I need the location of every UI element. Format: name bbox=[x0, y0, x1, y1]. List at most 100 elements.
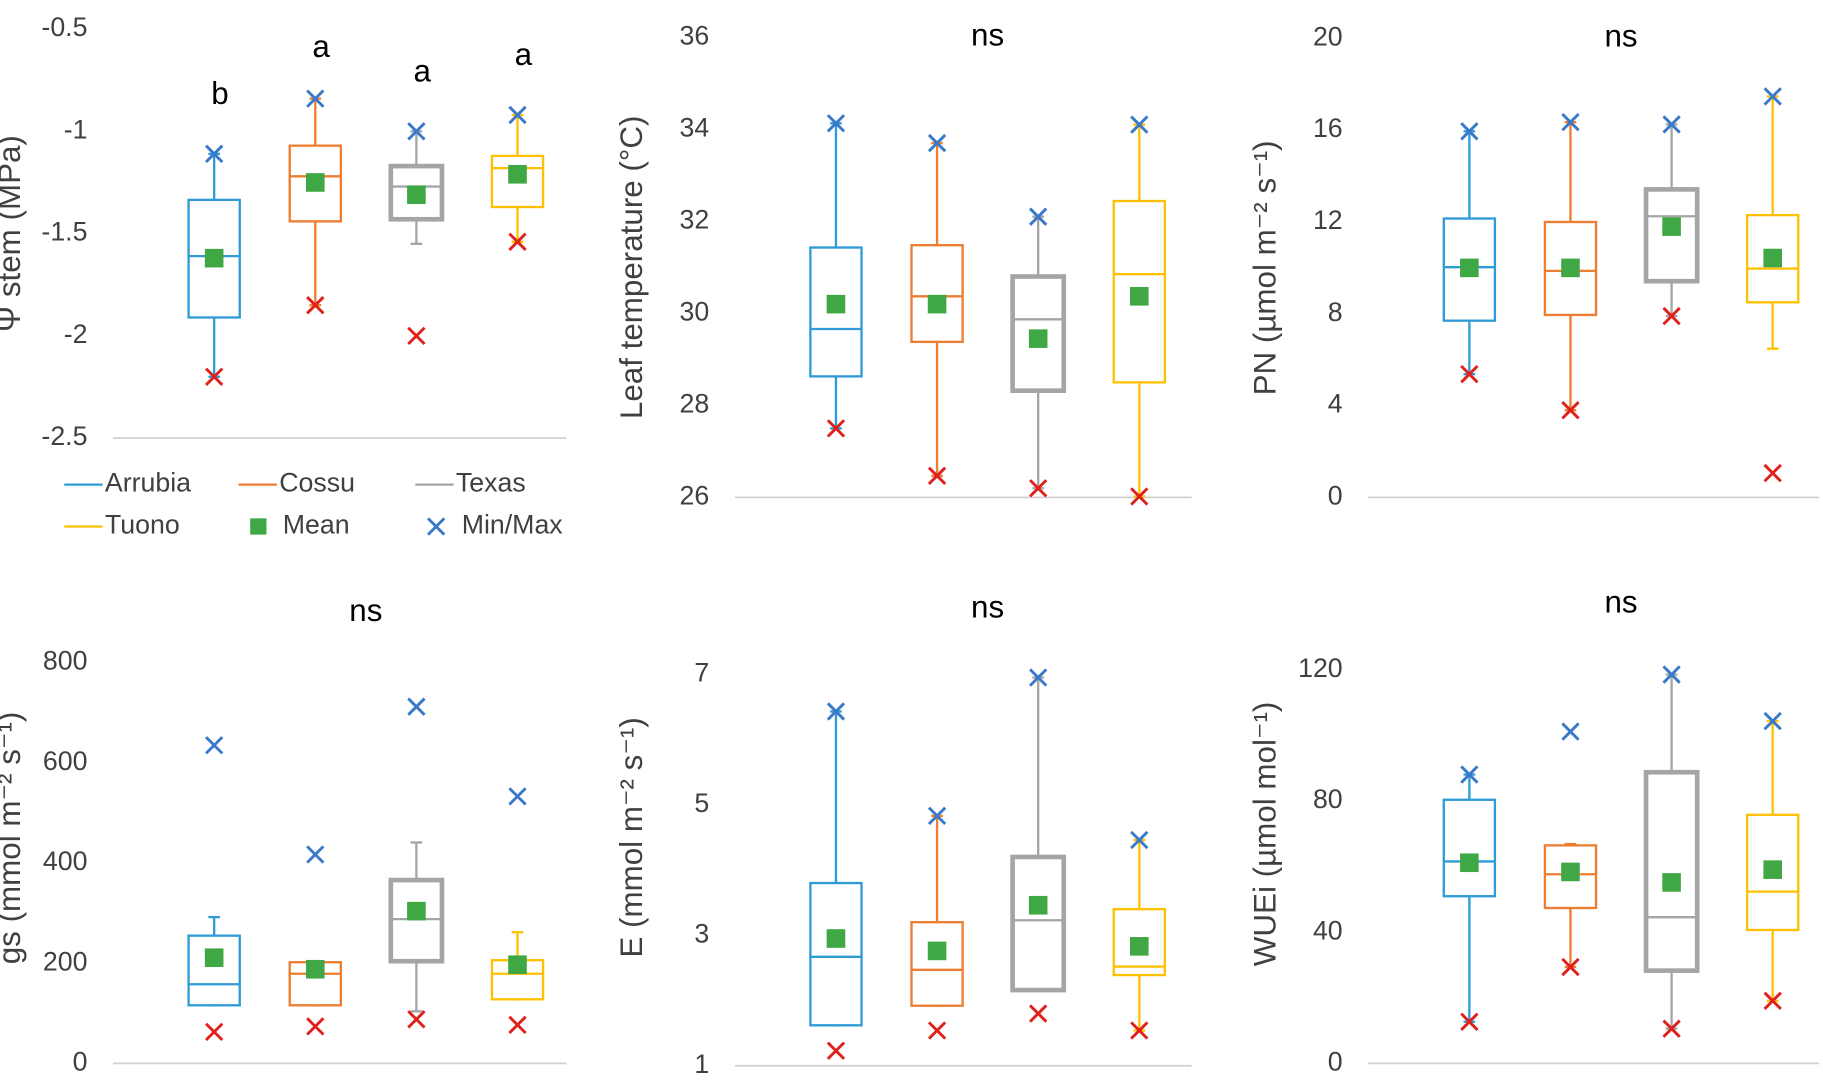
max-marker bbox=[1662, 115, 1681, 134]
y-tick-label: 0 bbox=[73, 1046, 88, 1076]
box bbox=[1543, 112, 1598, 420]
significance-letter: a bbox=[312, 29, 330, 64]
y-tick-label: 28 bbox=[680, 388, 710, 418]
min-marker bbox=[205, 1022, 224, 1042]
min-marker bbox=[1662, 306, 1681, 326]
box bbox=[1745, 711, 1800, 1010]
panel: 0 200 400 600 800 gs (mmol m⁻² s⁻¹) ns bbox=[0, 593, 567, 1076]
box bbox=[1010, 668, 1067, 1023]
significance-letter: a bbox=[515, 37, 533, 72]
box bbox=[187, 736, 241, 1042]
min-marker bbox=[1561, 957, 1580, 977]
y-tick-label: 12 bbox=[1313, 205, 1343, 235]
max-marker bbox=[927, 806, 947, 826]
min-marker bbox=[927, 466, 947, 485]
y-axis-label: Leaf temperature (°C) bbox=[614, 115, 649, 419]
max-marker bbox=[1561, 112, 1580, 132]
legend: Arrubia Cossu Texas Tuono Mean Min/Max bbox=[64, 468, 563, 540]
max-marker bbox=[1763, 711, 1782, 731]
box bbox=[1112, 115, 1167, 506]
box bbox=[490, 787, 545, 1035]
max-marker bbox=[1662, 665, 1681, 684]
min-marker bbox=[205, 367, 224, 386]
box-body bbox=[187, 934, 241, 1007]
y-tick-label: 200 bbox=[43, 946, 88, 976]
y-tick-label: 26 bbox=[680, 480, 710, 510]
max-marker bbox=[1029, 668, 1048, 687]
y-tick-label: -1 bbox=[64, 114, 88, 144]
annotation: ns bbox=[971, 17, 1004, 52]
legend-label: Min/Max bbox=[462, 510, 564, 540]
box bbox=[490, 105, 545, 251]
box bbox=[288, 845, 343, 1036]
min-marker bbox=[407, 1010, 426, 1029]
y-tick-label: 1 bbox=[694, 1049, 709, 1079]
annotation: ns bbox=[971, 589, 1004, 624]
legend-swatch bbox=[250, 518, 267, 535]
max-marker bbox=[205, 144, 224, 163]
min-marker bbox=[508, 1015, 527, 1035]
box-body bbox=[1643, 769, 1700, 973]
mean-marker bbox=[407, 901, 426, 921]
box bbox=[288, 89, 343, 315]
y-tick-label: 4 bbox=[1328, 389, 1343, 419]
y-tick-label: -1.5 bbox=[41, 217, 87, 247]
min-marker bbox=[1029, 1004, 1048, 1023]
mean-marker bbox=[1129, 937, 1149, 956]
y-tick-label: 30 bbox=[680, 296, 710, 326]
mean-marker bbox=[1662, 217, 1681, 236]
box bbox=[910, 133, 964, 485]
min-marker bbox=[826, 1041, 846, 1060]
mean-marker bbox=[1028, 895, 1048, 915]
panel: 26 28 30 32 34 36 Leaf temperature (°C) ns bbox=[614, 17, 1192, 510]
legend-swatch bbox=[426, 517, 446, 536]
max-marker bbox=[1763, 87, 1782, 106]
box bbox=[1643, 665, 1700, 1038]
box-body bbox=[1442, 798, 1497, 898]
mean-marker bbox=[927, 294, 947, 314]
min-marker bbox=[1561, 401, 1580, 420]
max-marker bbox=[306, 845, 325, 864]
min-marker bbox=[508, 232, 527, 251]
mean-marker bbox=[1561, 862, 1580, 882]
max-marker bbox=[1460, 765, 1479, 784]
y-tick-label: 34 bbox=[680, 112, 710, 142]
max-marker bbox=[508, 787, 527, 806]
min-marker bbox=[306, 1017, 325, 1036]
legend-label: Tuono bbox=[105, 510, 180, 540]
y-tick-label: 3 bbox=[694, 918, 709, 948]
box bbox=[1442, 765, 1497, 1031]
mean-marker bbox=[1662, 873, 1681, 892]
mean-marker bbox=[305, 959, 325, 979]
panel: 0 40 80 120 WUEi (µmol mol⁻¹) ns bbox=[1247, 585, 1820, 1076]
max-marker bbox=[826, 702, 846, 721]
y-tick-label: 5 bbox=[694, 788, 709, 818]
y-tick-label: 80 bbox=[1313, 784, 1343, 814]
min-marker bbox=[1460, 365, 1479, 384]
annotation: ns bbox=[1604, 585, 1637, 620]
mean-marker bbox=[1763, 860, 1783, 879]
max-marker bbox=[1130, 115, 1149, 134]
legend-label: Texas bbox=[456, 468, 526, 498]
box bbox=[187, 144, 241, 386]
min-marker bbox=[306, 296, 325, 315]
min-marker bbox=[826, 419, 846, 438]
mean-marker bbox=[1763, 248, 1783, 268]
y-axis-label: WUEi (µmol mol⁻¹) bbox=[1247, 702, 1282, 967]
max-marker bbox=[927, 133, 947, 153]
min-marker bbox=[1130, 487, 1149, 506]
box bbox=[809, 702, 863, 1060]
box-body bbox=[1010, 854, 1067, 993]
mean-marker bbox=[1460, 853, 1479, 873]
box-body bbox=[1543, 220, 1598, 317]
box bbox=[910, 806, 964, 1040]
max-marker bbox=[1561, 722, 1580, 741]
legend-label: Cossu bbox=[279, 468, 355, 498]
y-tick-label: 20 bbox=[1313, 21, 1343, 51]
mean-marker bbox=[204, 948, 224, 968]
box bbox=[809, 114, 863, 438]
box-body bbox=[910, 921, 964, 1007]
box bbox=[388, 697, 445, 1029]
y-tick-label: -2 bbox=[64, 319, 88, 349]
